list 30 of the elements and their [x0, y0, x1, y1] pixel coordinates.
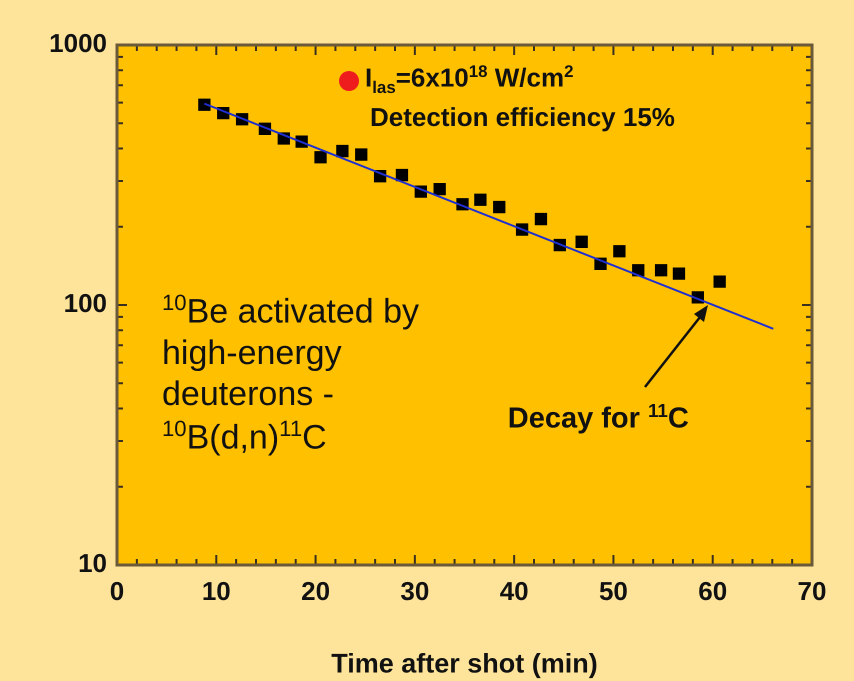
x-tick-label: 30 — [400, 576, 430, 606]
point — [198, 98, 211, 111]
point — [576, 236, 588, 248]
x-tick-label: 50 — [598, 576, 628, 606]
point — [396, 168, 408, 182]
y-tick-label: 1000 — [49, 28, 107, 58]
point — [672, 267, 686, 280]
x-tick-label: 40 — [500, 576, 529, 606]
y-tick-label: 10 — [78, 548, 107, 578]
annotation: $^{10}$Be activated by high-energy deuterons - $^{10}$B(d,n)$^{11}$C — [162, 290, 420, 458]
point — [336, 144, 349, 158]
point — [613, 245, 626, 258]
x-axis-title: Time after shot (min) — [331, 648, 598, 678]
x-tick-label: 0 — [110, 576, 124, 606]
point — [434, 182, 446, 196]
annotation: I$_{las}$=6x10$^{18}$ W/cm$^{2}$ — [365, 62, 574, 98]
point — [355, 148, 368, 161]
point — [474, 194, 487, 206]
point — [534, 212, 548, 226]
point — [314, 151, 327, 164]
point — [714, 275, 726, 288]
annotation: Detection efficiency 15% — [370, 102, 675, 134]
y-tick-label: 100 — [64, 288, 107, 318]
x-tick-label: 20 — [301, 576, 330, 606]
point — [654, 264, 668, 276]
x-tick-label: 10 — [202, 576, 231, 606]
annotation: Decay for $^{11}$C — [508, 400, 689, 436]
x-tick-label: 60 — [698, 576, 728, 606]
point — [493, 200, 506, 214]
x-tick-label: 70 — [798, 576, 826, 606]
